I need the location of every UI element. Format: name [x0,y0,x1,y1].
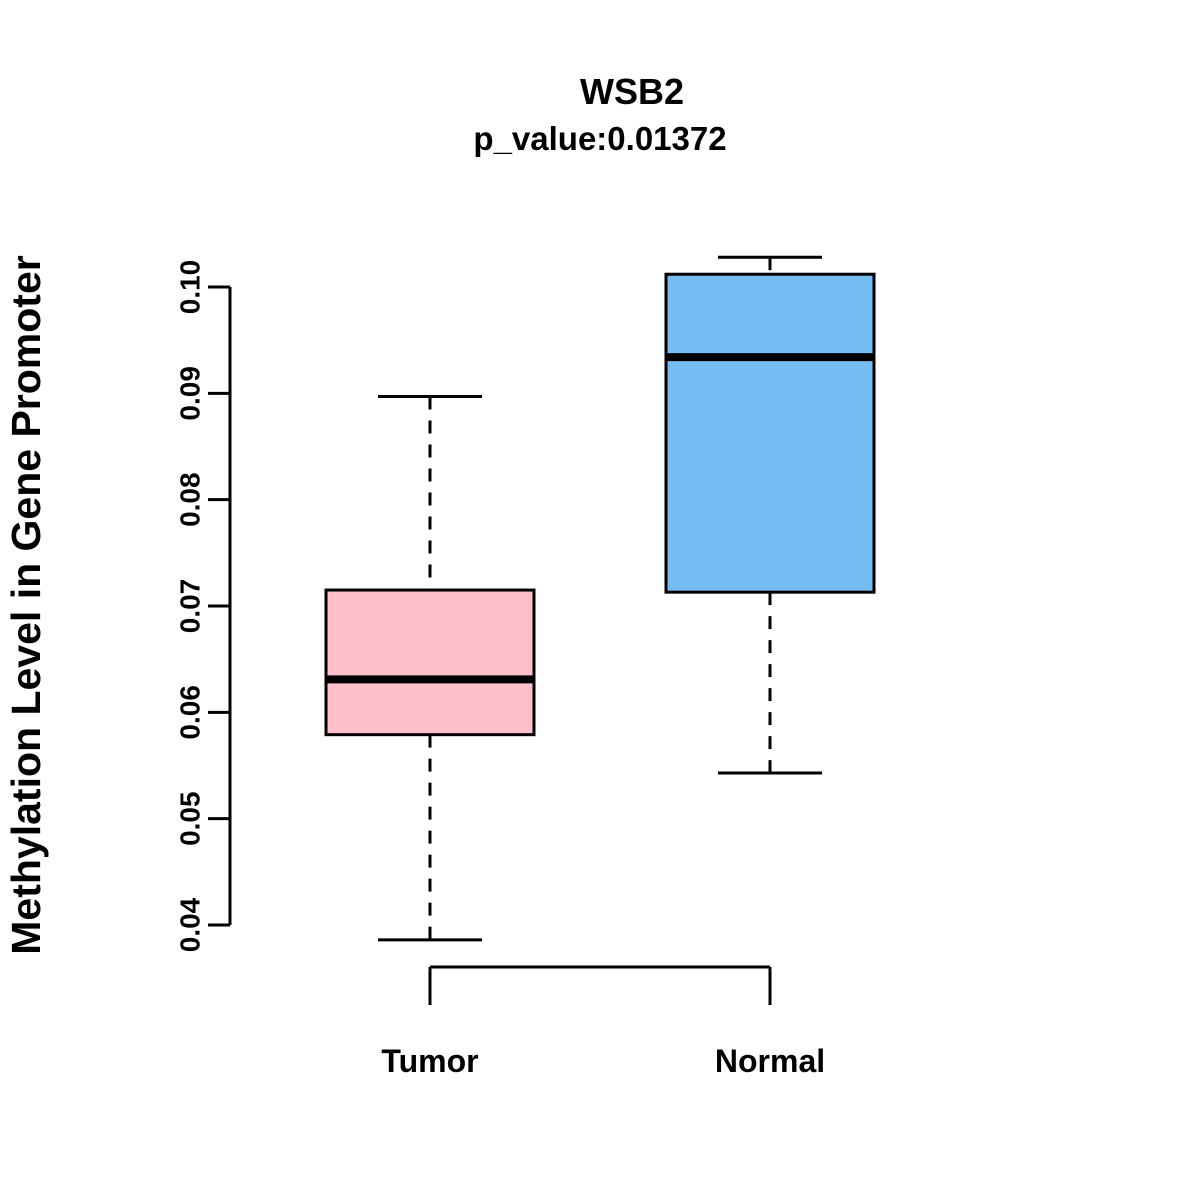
y-tick-label: 0.06 [174,685,205,740]
chart-title: WSB2 [580,71,684,112]
y-tick-label: 0.05 [174,791,205,846]
y-tick-label: 0.04 [174,897,205,952]
y-axis-label: Methylation Level in Gene Promoter [3,255,49,954]
box-tumor [324,588,536,737]
group-label: Normal [715,1043,825,1079]
y-tick-label: 0.09 [174,366,205,421]
y-tick-label: 0.08 [174,472,205,526]
plot-area: 0.04 0.05 0.06 0.07 0.08 0.09 0.10 Tumor Normal [174,255,876,1079]
y-tick-label: 0.10 [174,260,205,315]
chart-subtitle: p_value:0.01372 [473,120,726,157]
box-normal [664,272,876,594]
y-tick-label: 0.07 [174,579,205,634]
group-label: Tumor [381,1043,478,1079]
